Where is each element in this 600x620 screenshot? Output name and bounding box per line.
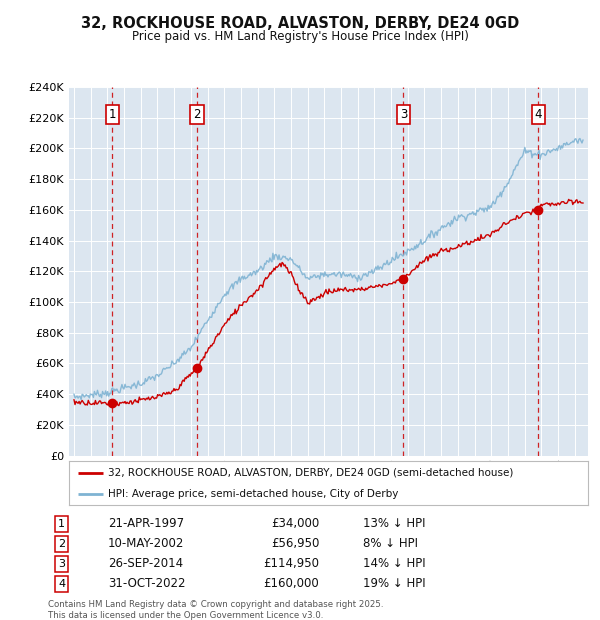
Text: 4: 4 [58, 579, 65, 589]
Text: 1: 1 [58, 519, 65, 529]
Text: £34,000: £34,000 [271, 517, 320, 530]
Text: 4: 4 [535, 108, 542, 121]
Text: 1: 1 [109, 108, 116, 121]
Text: 14% ↓ HPI: 14% ↓ HPI [363, 557, 425, 570]
Text: HPI: Average price, semi-detached house, City of Derby: HPI: Average price, semi-detached house,… [108, 489, 398, 499]
Text: £160,000: £160,000 [264, 577, 320, 590]
Text: 10-MAY-2002: 10-MAY-2002 [108, 538, 184, 550]
Text: 3: 3 [58, 559, 65, 569]
Text: £114,950: £114,950 [263, 557, 320, 570]
Text: 13% ↓ HPI: 13% ↓ HPI [363, 517, 425, 530]
Text: 32, ROCKHOUSE ROAD, ALVASTON, DERBY, DE24 0GD (semi-detached house): 32, ROCKHOUSE ROAD, ALVASTON, DERBY, DE2… [108, 467, 513, 478]
Text: 21-APR-1997: 21-APR-1997 [108, 517, 184, 530]
Text: 19% ↓ HPI: 19% ↓ HPI [363, 577, 425, 590]
Text: 32, ROCKHOUSE ROAD, ALVASTON, DERBY, DE24 0GD: 32, ROCKHOUSE ROAD, ALVASTON, DERBY, DE2… [81, 16, 519, 30]
Text: 8% ↓ HPI: 8% ↓ HPI [363, 538, 418, 550]
Text: £56,950: £56,950 [271, 538, 320, 550]
Text: 2: 2 [58, 539, 65, 549]
Text: 2: 2 [193, 108, 200, 121]
Text: 26-SEP-2014: 26-SEP-2014 [108, 557, 183, 570]
Text: 31-OCT-2022: 31-OCT-2022 [108, 577, 185, 590]
Text: Price paid vs. HM Land Registry's House Price Index (HPI): Price paid vs. HM Land Registry's House … [131, 30, 469, 43]
Text: 3: 3 [400, 108, 407, 121]
Text: Contains HM Land Registry data © Crown copyright and database right 2025.
This d: Contains HM Land Registry data © Crown c… [48, 600, 383, 620]
